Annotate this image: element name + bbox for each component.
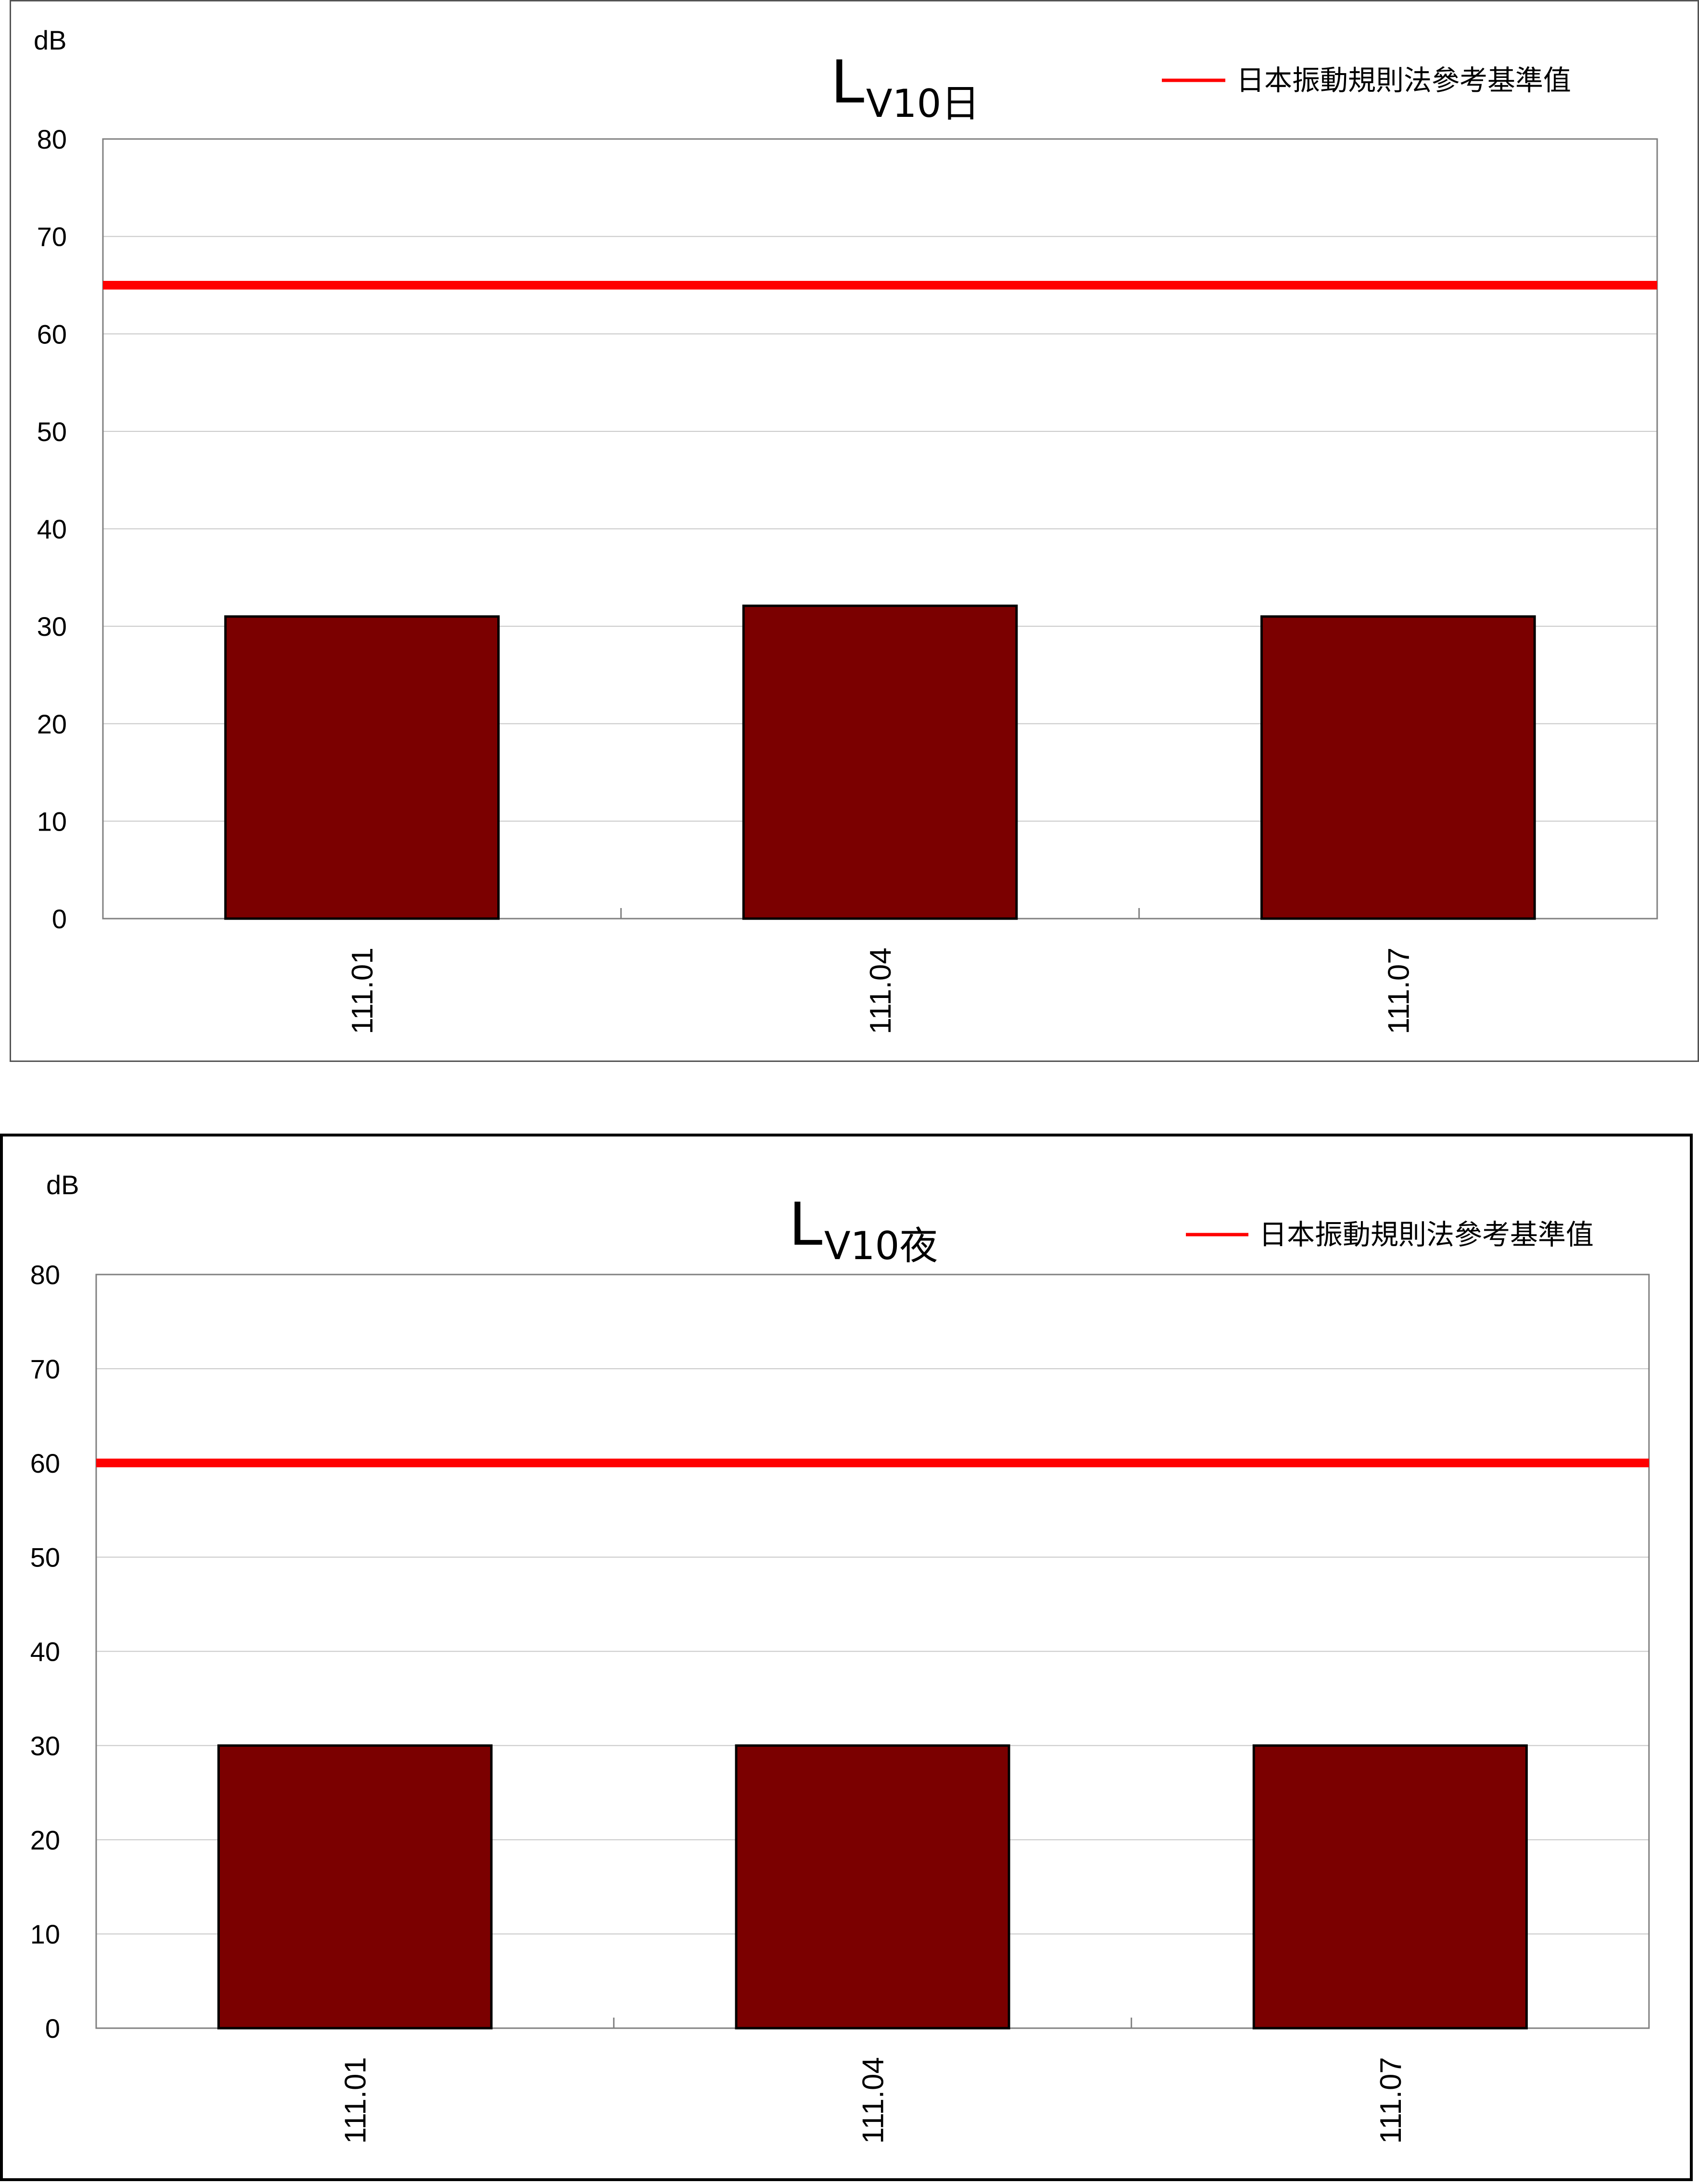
y-tick-label: 70 [37,222,67,252]
chart-title-main: L [831,46,866,116]
y-tick-label: 0 [45,2013,60,2044]
y-tick-label: 20 [37,709,67,739]
chart-title: LV10日 [831,46,980,126]
x-category-label: 111.07 [1374,2057,1408,2144]
bar [1260,615,1536,920]
y-tick-label: 40 [30,1637,60,1667]
chart-night: 0 10 20 30 40 50 60 70 80 dB LV10夜 日本振動規則法參考基準值 111.… [30,1170,1650,2144]
x-category-label: 111.04 [857,2057,890,2144]
x-category-label: 111.01 [339,2057,372,2144]
y-tick-label: 20 [30,1825,60,1855]
bar [742,605,1018,920]
y-tick-label: 80 [30,1260,60,1290]
y-tick-label: 10 [30,1919,60,1949]
y-tick-label: 10 [37,806,67,836]
chart-title-main: L [790,1188,824,1258]
bar [735,1744,1010,2030]
chart-title-subscript: V10日 [866,81,980,126]
y-tick-label: 80 [37,124,67,154]
chart-panel-day: 0 10 20 30 40 50 60 70 80 dB LV10日 日本振動規則法參考基準值 111.… [10,0,1699,1062]
y-axis-unit-label: dB [34,25,67,55]
y-tick-label: 70 [30,1354,60,1384]
y-tick-label: 60 [37,319,67,349]
y-tick-label: 40 [37,514,67,544]
x-category-label: 111.04 [864,947,897,1034]
x-category-label: 111.01 [346,947,379,1034]
x-category-label: 111.07 [1382,947,1415,1034]
y-tick-label: 0 [52,904,67,934]
bar [1252,1744,1528,2030]
chart-title: LV10夜 [790,1188,938,1268]
y-axis-unit-label: dB [46,1170,79,1200]
y-tick-label: 30 [30,1730,60,1761]
bar [217,1744,493,2030]
legend-label: 日本振動規則法參考基準值 [1236,64,1571,97]
y-tick-label: 60 [30,1448,60,1478]
chart-panel-night: 0 10 20 30 40 50 60 70 80 dB LV10夜 日本振動規則法參考基準值 111.… [0,1134,1693,2181]
bar [224,615,500,920]
chart-title-subscript: V10夜 [824,1224,938,1268]
y-tick-label: 50 [37,417,67,447]
chart-day: 0 10 20 30 40 50 60 70 80 dB LV10日 日本振動規則法參考基準值 111.… [34,25,1658,1034]
y-tick-label: 50 [30,1542,60,1573]
y-tick-label: 30 [37,611,67,642]
legend-label: 日本振動規則法參考基準值 [1259,1218,1594,1251]
